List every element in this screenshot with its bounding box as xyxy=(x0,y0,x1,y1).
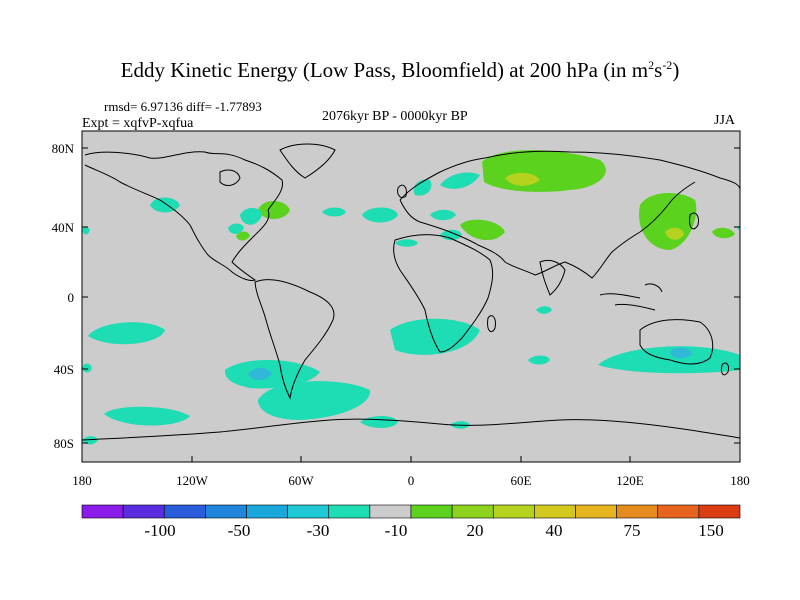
colorbar-swatch xyxy=(328,504,371,519)
anomaly-patch xyxy=(258,201,290,219)
experiment-label: Expt = xqfvP-xqfua xyxy=(82,116,194,131)
colorbar-swatch xyxy=(451,504,494,519)
y-label: 40S xyxy=(53,362,74,377)
anomaly-patch xyxy=(228,223,244,234)
anomaly-patch xyxy=(430,209,456,221)
colorbar-label: 150 xyxy=(698,521,724,540)
colorbar-swatch xyxy=(122,504,165,519)
stats-text: rmsd= 6.97136 diff= -1.77893 xyxy=(104,99,262,114)
coastline-africa xyxy=(393,234,494,353)
colorbar-swatch xyxy=(575,504,617,519)
colorbar-swatch xyxy=(163,504,206,519)
anomaly-patch xyxy=(236,231,250,241)
coastline-nz xyxy=(721,362,729,376)
coastline-south-america xyxy=(254,279,335,400)
coastline-australia xyxy=(639,319,714,365)
coastline-antarctica xyxy=(81,418,741,441)
anomaly-patch xyxy=(665,227,684,240)
colorbar-swatch xyxy=(698,504,741,519)
coastline-india xyxy=(539,259,566,296)
anomaly-patch xyxy=(104,406,190,426)
colorbar-label: 20 xyxy=(466,521,484,540)
colorbar-label: -10 xyxy=(384,521,408,540)
anomaly-patch xyxy=(528,355,550,365)
period-label: 2076kyr BP - 0000kyr BP xyxy=(322,109,468,124)
colorbar-swatch xyxy=(492,504,535,519)
anomaly-patch xyxy=(460,219,505,241)
anomaly-patch xyxy=(82,436,98,445)
x-label: 0 xyxy=(407,473,415,488)
x-label: 120E xyxy=(616,473,644,488)
colorbar-swatch xyxy=(616,504,659,519)
coastline-eurasia xyxy=(399,150,741,279)
colorbar xyxy=(81,504,741,519)
anomaly-patch xyxy=(240,207,262,225)
anomaly-patch xyxy=(505,172,540,186)
colorbar-swatch xyxy=(369,504,412,519)
anomaly-patch xyxy=(395,239,418,247)
x-label: 180 xyxy=(72,473,92,488)
anomaly-patch xyxy=(670,347,692,359)
y-label: 40N xyxy=(51,220,74,235)
colorbar-swatch xyxy=(410,504,453,519)
y-label: 80N xyxy=(51,141,74,156)
x-label: 60W xyxy=(288,473,314,488)
anomaly-patches xyxy=(82,150,740,445)
colorbar-label: 75 xyxy=(623,521,641,540)
colorbar-label: -100 xyxy=(144,521,176,540)
anomaly-patch xyxy=(82,227,90,235)
colorbar-swatch xyxy=(246,504,288,519)
season-label: JJA xyxy=(714,113,736,128)
coastline-hudson xyxy=(219,169,241,186)
colorbar-swatch xyxy=(205,504,247,519)
coastline-greenland xyxy=(279,143,336,179)
anomaly-patch xyxy=(712,227,735,239)
anomaly-patch xyxy=(88,322,165,345)
coastline-madagascar xyxy=(487,315,496,333)
anomaly-patch xyxy=(224,360,320,389)
x-label: 120W xyxy=(176,473,208,488)
coastline-indonesia xyxy=(599,283,663,311)
y-label: 80S xyxy=(53,436,74,451)
y-label: 0 xyxy=(67,290,75,305)
colorbar-label: -50 xyxy=(227,521,251,540)
coastlines xyxy=(81,143,741,441)
anomaly-patch xyxy=(440,172,480,189)
anomaly-patch xyxy=(248,368,272,380)
anomaly-patch xyxy=(536,306,552,314)
anomaly-patch xyxy=(258,381,371,420)
colorbar-swatch xyxy=(81,504,124,519)
colorbar-swatch xyxy=(287,504,330,519)
axis-ticks xyxy=(82,147,740,462)
anomaly-patch xyxy=(390,318,480,355)
colorbar-label: 40 xyxy=(545,521,563,540)
coastline-japan xyxy=(689,212,699,230)
colorbar-swatch xyxy=(657,504,700,519)
anomaly-patch xyxy=(82,363,92,373)
x-label: 60E xyxy=(510,473,532,488)
coastline-uk xyxy=(397,184,407,199)
colorbar-label: -30 xyxy=(306,521,330,540)
anomaly-patch xyxy=(362,207,398,223)
anomaly-patch xyxy=(322,207,346,217)
colorbar-swatch xyxy=(534,504,576,519)
x-label: 180 xyxy=(730,473,750,488)
anomaly-patch xyxy=(413,179,432,196)
coastline-north-america xyxy=(84,151,284,281)
anomaly-patch xyxy=(440,229,462,241)
map-title: Eddy Kinetic Energy (Low Pass, Bloomfiel… xyxy=(120,58,680,82)
